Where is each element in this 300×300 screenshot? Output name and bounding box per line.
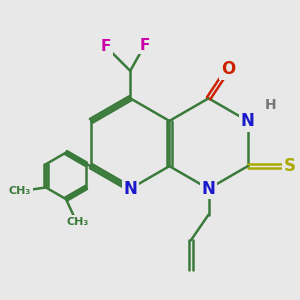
Text: N: N bbox=[123, 180, 137, 198]
Text: F: F bbox=[140, 38, 150, 52]
Text: O: O bbox=[221, 60, 235, 78]
Text: S: S bbox=[284, 157, 296, 175]
Text: CH₃: CH₃ bbox=[66, 217, 88, 227]
Text: F: F bbox=[101, 39, 111, 54]
Text: N: N bbox=[202, 180, 215, 198]
Text: N: N bbox=[241, 112, 255, 130]
Text: H: H bbox=[265, 98, 276, 112]
Text: CH₃: CH₃ bbox=[9, 186, 31, 196]
